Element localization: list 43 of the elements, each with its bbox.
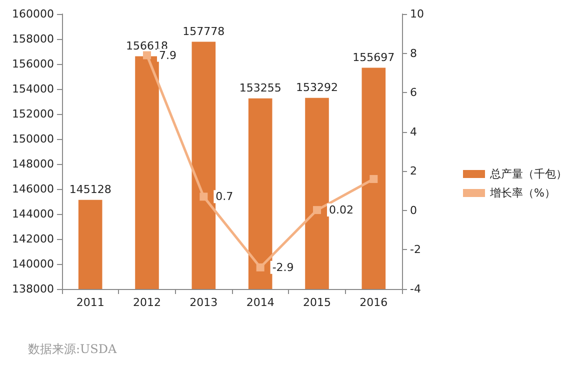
x-tick-label: 2013 [190, 296, 218, 309]
point [256, 263, 264, 272]
point [370, 175, 378, 183]
data-label: 155697 [352, 50, 395, 64]
source-note: 数据来源:USDA [28, 342, 117, 356]
x-tick-label: 2015 [303, 296, 331, 309]
y2-tick-label: 0 [410, 204, 417, 217]
y-tick-label: 146000 [12, 182, 54, 196]
y-tick-label: 140000 [12, 258, 54, 270]
y-tick-label: 138000 [12, 282, 54, 296]
data-label: -2.9 [272, 260, 294, 274]
x-tick-label: 2014 [246, 296, 274, 309]
y2-tick-label: 8 [410, 46, 417, 60]
y-tick-label: 158000 [12, 32, 54, 46]
data-label: 145128 [69, 182, 112, 196]
y-tick-label: 160000 [12, 8, 54, 20]
data-label: 153292 [296, 80, 338, 94]
y-tick-label: 142000 [12, 232, 54, 246]
y2-tick-label: 10 [410, 8, 424, 20]
y2-tick-label: -2 [410, 243, 421, 256]
point [200, 192, 208, 201]
data-label: 157778 [182, 24, 225, 38]
point [143, 51, 151, 60]
y-tick-label: 150000 [12, 132, 54, 146]
x-tick-label: 2011 [76, 296, 104, 309]
x-tick-label: 2016 [360, 296, 388, 309]
y-tick-label: 154000 [12, 82, 54, 96]
legend-label: 总产量（千包） [489, 168, 567, 180]
y-tick-label: 156000 [12, 58, 54, 70]
data-label: 0.7 [216, 190, 234, 204]
y2-tick-label: 4 [410, 125, 417, 138]
y-tick-label: 144000 [12, 208, 54, 220]
point [313, 206, 321, 214]
y-tick-label: 148000 [12, 158, 54, 170]
legend-label: 增长率（%） [489, 186, 556, 200]
y2-tick-label: -4 [410, 282, 421, 296]
y2-tick-label: 6 [410, 86, 417, 100]
data-label: 0.02 [329, 204, 354, 217]
y-tick-label: 152000 [12, 108, 54, 120]
x-tick-label: 2012 [133, 296, 161, 309]
data-label: 7.9 [159, 48, 176, 62]
data-label: 153255 [239, 81, 282, 94]
y2-tick-label: 2 [410, 164, 417, 178]
